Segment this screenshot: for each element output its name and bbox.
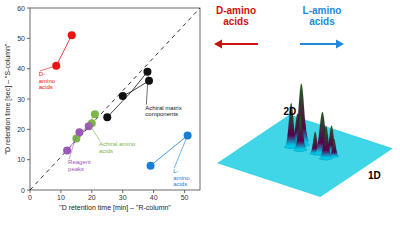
scatter-point xyxy=(147,162,155,170)
y-tick-label: 50 xyxy=(17,35,25,42)
y-tick-label: 60 xyxy=(17,5,25,12)
text-line: D-amino xyxy=(216,5,256,16)
scatter-point xyxy=(145,77,153,85)
surface-peak xyxy=(294,115,308,152)
text-line: L- xyxy=(173,168,178,174)
scatter-point xyxy=(75,128,83,136)
scatter-point xyxy=(68,31,76,39)
text-line: amino xyxy=(39,78,56,84)
x-tick-label: 30 xyxy=(119,194,127,201)
text-line: acids xyxy=(39,84,53,90)
scatter-point xyxy=(103,113,111,121)
x-tick xyxy=(91,190,92,193)
y-tick xyxy=(27,159,30,160)
y-tick-label: 0 xyxy=(21,187,25,194)
annotation: D-aminoacids xyxy=(39,71,56,90)
text-line: acids xyxy=(173,181,187,187)
surface xyxy=(218,83,392,196)
text-line: acids xyxy=(99,148,113,154)
text-line: peaks xyxy=(68,166,84,172)
scatter-point xyxy=(63,147,71,155)
chart: 0 10 20 30 40 50 0 10 20 30 40 50 60 "D retention tim… xyxy=(0,0,400,227)
plot-marks xyxy=(30,8,200,190)
y-tick xyxy=(27,99,30,100)
annotations: D-aminoacidsAchiral matrixcomponentsAchi… xyxy=(39,66,190,188)
x-tick-label: 20 xyxy=(88,194,96,201)
text-line: amino xyxy=(173,175,190,181)
direction-arrow-head xyxy=(214,40,222,49)
annotation-leader xyxy=(89,123,100,141)
x-tick xyxy=(122,190,123,193)
surface-peak xyxy=(319,126,333,161)
x-tick xyxy=(184,190,185,193)
x-axis-label: "D retention time [min] – "R-column" xyxy=(59,204,171,212)
axis-label: 2D xyxy=(283,106,296,117)
text-line: Reagent xyxy=(68,159,91,165)
annotation: Reagentpeaks xyxy=(68,159,91,172)
direction-arrow-head xyxy=(336,40,344,49)
text-line: D- xyxy=(39,71,45,77)
y-tick xyxy=(27,68,30,69)
region-label: D-aminoacids xyxy=(216,5,256,27)
text-line: acids xyxy=(309,16,335,27)
x-tick-label: 50 xyxy=(181,194,189,201)
axes: 0 10 20 30 40 50 0 10 20 30 40 50 60 xyxy=(17,5,200,202)
direction-arrow xyxy=(300,43,338,45)
text-line: Achiral matrix xyxy=(145,105,181,111)
annotation-leader xyxy=(146,76,148,104)
y-tick-label: 10 xyxy=(17,156,25,163)
y-tick-label: 20 xyxy=(17,126,25,133)
annotation-leader xyxy=(40,66,57,71)
annotation-leader xyxy=(69,135,76,159)
text-line: L-amino xyxy=(303,5,342,16)
x-tick-label: 10 xyxy=(57,194,65,201)
scatter-point xyxy=(91,110,99,118)
y-tick-label: 30 xyxy=(17,96,25,103)
y-tick-label: 40 xyxy=(17,65,25,72)
annotation: L-aminoacids xyxy=(173,168,190,187)
direction-arrow xyxy=(220,43,258,45)
scatter-point xyxy=(119,92,127,100)
annotation: Achiral aminoacids xyxy=(99,141,136,154)
x-tick-label: 0 xyxy=(28,194,32,201)
centroid-link xyxy=(107,91,131,117)
y-tick xyxy=(27,129,30,130)
x-tick-label: 40 xyxy=(150,194,158,201)
axis-label: 1D xyxy=(368,170,381,181)
x-tick xyxy=(60,190,61,193)
plot-frame xyxy=(30,8,200,190)
x-tick xyxy=(153,190,154,193)
surface-peak xyxy=(284,103,298,149)
y-tick xyxy=(27,38,30,39)
y-axis-label: "D retention time [sec] – "S-column" xyxy=(4,43,12,154)
y-tick xyxy=(27,190,30,191)
text-line: components xyxy=(145,111,178,117)
region-label: L-aminoacids xyxy=(303,5,342,27)
annotation-leader xyxy=(174,135,187,168)
x-tick xyxy=(30,190,31,193)
y-tick xyxy=(27,8,30,9)
text-line: acids xyxy=(223,16,249,27)
scatter-point xyxy=(143,68,151,76)
text-line: Achiral amino xyxy=(99,141,136,147)
reference-line xyxy=(30,8,200,190)
annotation: Achiral matrixcomponents xyxy=(145,105,181,118)
